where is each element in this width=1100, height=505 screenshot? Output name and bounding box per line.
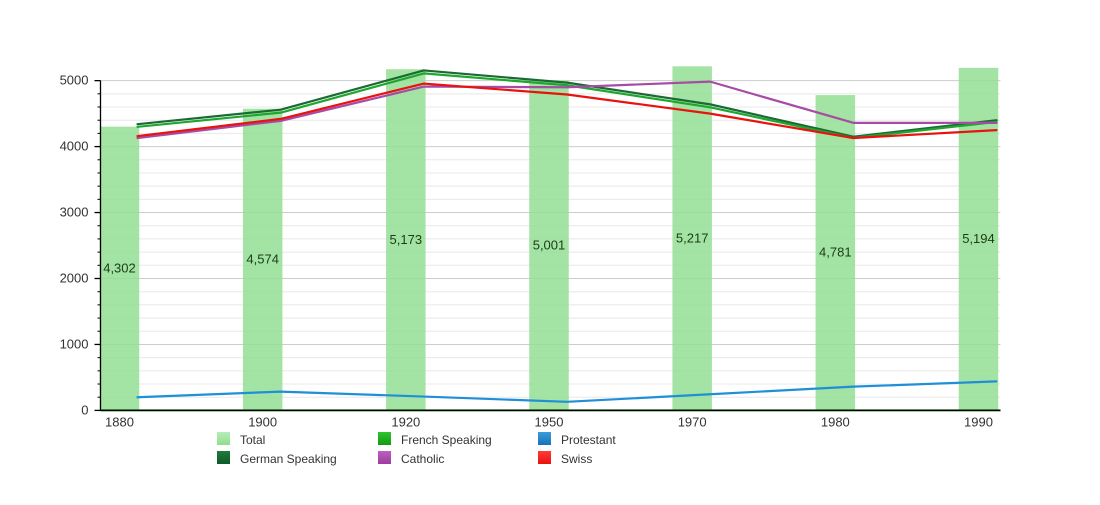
svg-text:1920: 1920 bbox=[391, 414, 420, 429]
svg-text:4000: 4000 bbox=[60, 139, 89, 154]
svg-text:1000: 1000 bbox=[60, 336, 89, 351]
svg-text:4,302: 4,302 bbox=[103, 261, 136, 276]
svg-text:4,781: 4,781 bbox=[819, 245, 852, 260]
svg-text:4,574: 4,574 bbox=[246, 252, 279, 267]
svg-text:1880: 1880 bbox=[105, 414, 134, 429]
svg-text:1980: 1980 bbox=[821, 414, 850, 429]
svg-text:5,217: 5,217 bbox=[676, 230, 709, 245]
svg-text:1970: 1970 bbox=[678, 414, 707, 429]
svg-text:3000: 3000 bbox=[60, 205, 89, 220]
svg-text:1900: 1900 bbox=[248, 414, 277, 429]
svg-text:2000: 2000 bbox=[60, 271, 89, 286]
svg-text:5000: 5000 bbox=[60, 73, 89, 88]
svg-text:5,001: 5,001 bbox=[533, 237, 566, 252]
svg-text:0: 0 bbox=[81, 402, 88, 417]
svg-text:5,173: 5,173 bbox=[390, 232, 423, 247]
svg-text:5,194: 5,194 bbox=[962, 231, 995, 246]
svg-text:1950: 1950 bbox=[535, 414, 564, 429]
svg-text:1990: 1990 bbox=[964, 414, 993, 429]
